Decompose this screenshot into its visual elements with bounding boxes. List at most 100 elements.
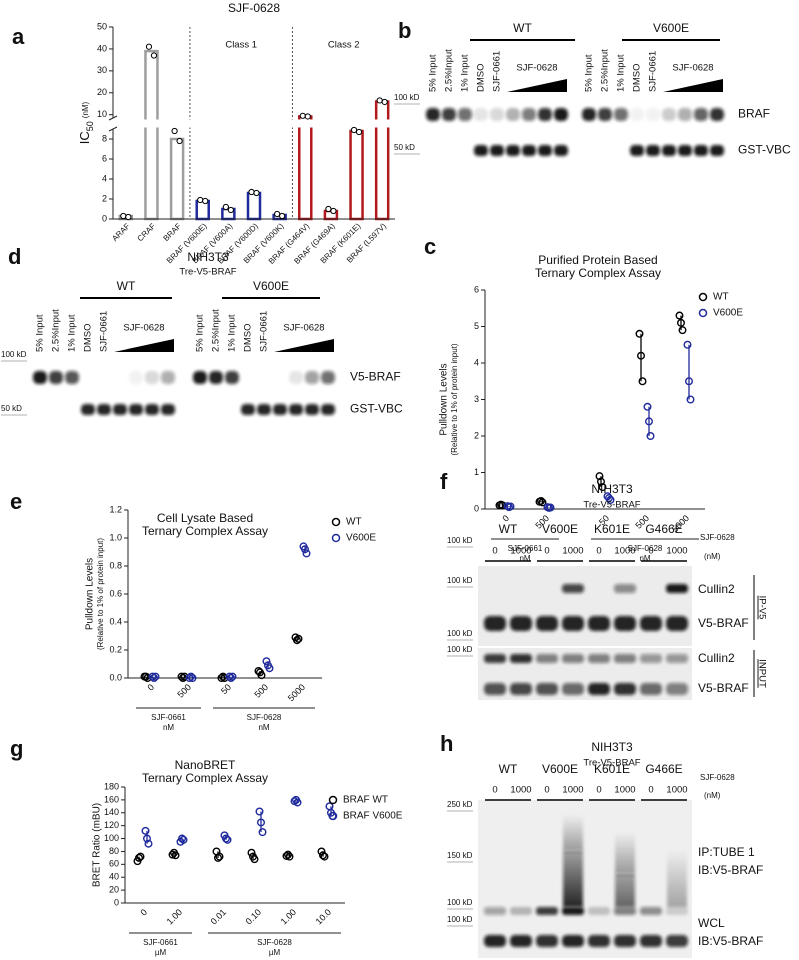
y-tick-label: 3 xyxy=(474,394,479,404)
y-tick-label: 0 xyxy=(102,213,107,223)
data-point xyxy=(645,417,654,426)
lane-label: 1% Input xyxy=(460,54,471,92)
data-point xyxy=(171,127,178,135)
lane-label: DMSO xyxy=(476,64,487,93)
blot-band xyxy=(289,371,303,384)
blot-band xyxy=(161,404,175,415)
break-mark xyxy=(108,115,118,121)
blot-smear xyxy=(667,850,687,907)
lane-label: 1% Input xyxy=(227,314,238,352)
blot-band xyxy=(710,145,724,156)
blot-band xyxy=(562,907,584,915)
data-point xyxy=(503,502,512,511)
blot-band xyxy=(640,654,662,663)
mw-marker: 50 kD xyxy=(394,143,415,152)
dose-label: 1000 xyxy=(614,785,635,796)
blot-band xyxy=(562,654,584,663)
group-label: G466E xyxy=(645,522,682,536)
y-tick-label: 60 xyxy=(109,859,119,869)
y-axis-label: BRET Ratio (mBU) xyxy=(92,803,103,887)
data-point xyxy=(265,664,274,673)
data-point xyxy=(546,503,555,512)
blot-band xyxy=(678,145,692,156)
lane-label: 5% Input xyxy=(428,54,439,92)
blot-band xyxy=(97,404,111,415)
data-point xyxy=(120,212,127,220)
group-label: SJF-0628 xyxy=(247,713,282,722)
data-point xyxy=(678,326,687,335)
blot-band xyxy=(305,371,319,384)
blot-band xyxy=(694,145,708,156)
lane-label: 5% Input xyxy=(584,54,595,92)
lane-label: SJF-0661 xyxy=(99,311,110,352)
y-tick-label: 0 xyxy=(474,503,479,513)
data-point xyxy=(141,826,150,835)
blot-band xyxy=(662,145,676,156)
blot-band xyxy=(81,404,95,415)
data-point xyxy=(299,112,306,119)
row-label: GST-VBC xyxy=(350,402,403,416)
data-point xyxy=(225,672,234,681)
lane-label: SJF-0661 xyxy=(259,311,270,352)
blot-band xyxy=(666,935,688,947)
blot-band xyxy=(225,371,239,384)
data-point xyxy=(605,494,614,503)
data-point xyxy=(176,137,183,145)
dose-ramp xyxy=(274,339,334,352)
blot-band xyxy=(506,145,520,156)
data-point xyxy=(134,853,143,862)
data-point xyxy=(221,834,230,843)
row-label: Cullin2 xyxy=(698,582,735,596)
blot-band xyxy=(129,404,143,415)
lane-label: DMSO xyxy=(243,324,254,353)
blot-title: NIH3T3 xyxy=(591,482,633,496)
y-tick-label: 160 xyxy=(104,794,119,804)
data-point xyxy=(217,674,226,683)
blot-band xyxy=(484,907,506,915)
data-point xyxy=(637,351,646,360)
treatment-label: SJF-0628 xyxy=(700,533,735,542)
class-label: Class 1 xyxy=(225,40,257,51)
y-tick-label: 0.4 xyxy=(109,616,122,626)
y-axis-label: IC50 (nM) xyxy=(77,101,95,144)
blot-band xyxy=(484,935,506,947)
blot-band xyxy=(710,108,724,121)
y-tick-label: 50 xyxy=(97,21,107,31)
row-label: GST-VBC xyxy=(738,143,791,157)
data-point xyxy=(247,848,256,857)
legend-label: BRAF WT xyxy=(343,795,388,806)
blot-band xyxy=(646,108,660,121)
blot-band xyxy=(510,907,532,915)
dose-ramp xyxy=(114,339,174,352)
dose-label: 1000 xyxy=(666,546,687,557)
group-unit: nM xyxy=(639,554,650,563)
lane-label: 5% Input xyxy=(35,314,46,352)
blot-band xyxy=(490,145,504,156)
group-unit: nM xyxy=(163,723,174,732)
ramp-label: SJF-0628 xyxy=(123,323,164,334)
lane-label: 2.5%Input xyxy=(600,49,611,92)
y-tick-label: 1.2 xyxy=(109,504,122,514)
y-tick-label: 0 xyxy=(114,897,119,907)
data-point xyxy=(683,340,692,349)
chart-title: Cell Lysate Based xyxy=(157,511,253,525)
bar xyxy=(298,115,313,221)
dose-label: 1000 xyxy=(614,546,635,557)
y-tick-label: 80 xyxy=(109,846,119,856)
bar xyxy=(144,49,159,221)
data-point xyxy=(643,402,652,411)
blot-band xyxy=(65,371,79,384)
panel-letter: g xyxy=(10,736,23,761)
legend-marker xyxy=(328,811,338,821)
data-point xyxy=(304,113,311,120)
blot-band xyxy=(209,371,223,384)
treatment-unit: (nM) xyxy=(704,791,721,800)
group-label: WT xyxy=(499,522,518,536)
bar xyxy=(349,129,364,221)
data-point xyxy=(144,839,153,848)
data-point xyxy=(223,835,232,844)
blot-band xyxy=(33,371,47,384)
row-label: V5-BRAF xyxy=(698,681,749,695)
dose-label: 0 xyxy=(596,546,601,557)
group-label: SJF-0661 xyxy=(143,938,178,947)
